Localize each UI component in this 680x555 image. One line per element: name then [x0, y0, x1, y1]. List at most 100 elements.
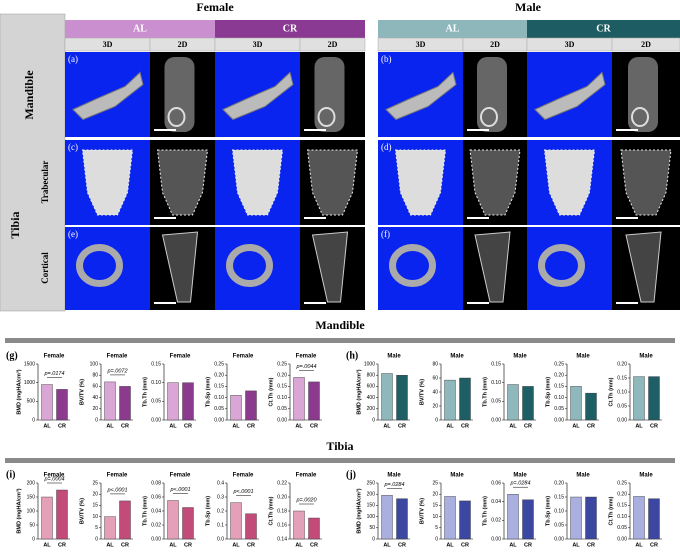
x-tick-label: CR — [461, 423, 469, 429]
y-axis-label: Ct.Th (mm) — [268, 377, 274, 406]
trabecular — [394, 149, 447, 216]
x-tick-label: CR — [398, 423, 406, 429]
y-tick-label: 0.15 — [554, 384, 564, 390]
y-tick-label: 0.00 — [151, 536, 161, 542]
y-tick-label: 0.02 — [151, 522, 161, 528]
x-tick-label: AL — [383, 423, 391, 429]
x-tick-label: AL — [446, 542, 454, 548]
y-tick-label: 0.14 — [277, 536, 287, 542]
y-tick-label: 0.4 — [217, 480, 224, 486]
y-tick-label: 0.25 — [214, 361, 224, 367]
chart-title: Female — [107, 354, 128, 360]
panel-label: (f) — [381, 229, 390, 239]
scale-bar — [304, 302, 326, 304]
y-tick-label: 0.05 — [554, 406, 564, 412]
y-tick-label: 0.15 — [554, 494, 564, 500]
y-tick-label: 0.15 — [151, 361, 161, 367]
y-tick-label: 60 — [92, 384, 98, 390]
y-tick-label: 0.00 — [491, 536, 501, 542]
x-tick-label: CR — [461, 542, 469, 548]
row-label: Tibia — [8, 211, 22, 238]
bar — [459, 500, 471, 540]
y-tick-label: 40 — [92, 395, 98, 401]
x-tick-label: AL — [232, 542, 240, 548]
x-tick-label: AL — [635, 423, 643, 429]
y-tick-label: 0.15 — [617, 503, 627, 509]
bar — [522, 499, 534, 540]
y-tick-label: 0.0 — [217, 536, 224, 542]
group-header: CR — [596, 23, 611, 34]
y-tick-label: 0.05 — [617, 525, 627, 531]
x-tick-label: CR — [184, 423, 192, 429]
bar — [182, 382, 194, 421]
bar — [182, 507, 194, 540]
trabecular — [231, 149, 284, 216]
y-tick-label: 20 — [92, 492, 98, 498]
y-tick-label: 100 — [90, 361, 99, 367]
x-tick-label: AL — [169, 423, 177, 429]
group-header-bg — [378, 20, 527, 38]
bar — [507, 494, 519, 540]
x-tick-label: CR — [184, 542, 192, 548]
y-tick-label: 0.20 — [617, 361, 627, 367]
group-header-bg — [215, 20, 365, 38]
y-tick-label: 1500 — [24, 361, 35, 367]
sex-header: Female — [196, 0, 234, 14]
root — [317, 107, 336, 127]
y-tick-label: 0.10 — [491, 380, 501, 386]
x-tick-label: CR — [58, 423, 66, 429]
bar — [396, 498, 408, 540]
group-header: AL — [133, 23, 147, 34]
panel-label: (a) — [68, 54, 78, 64]
chart-title: Male — [387, 473, 401, 479]
cortical-ring — [389, 244, 436, 287]
x-tick-label: AL — [572, 423, 580, 429]
y-tick-label: 50 — [369, 525, 375, 531]
sex-header: Male — [515, 0, 542, 14]
y-tick-label: 0.20 — [554, 480, 564, 486]
bone-3d — [385, 71, 457, 121]
x-tick-label: AL — [106, 423, 114, 429]
row-label: Cortical — [40, 252, 50, 284]
y-tick-label: 500 — [27, 399, 36, 405]
bar — [293, 510, 305, 540]
cortical-2d — [625, 231, 662, 303]
scale-bar — [467, 217, 489, 219]
y-tick-label: 0.15 — [617, 375, 627, 381]
root — [480, 107, 498, 127]
y-tick-label: 0.10 — [214, 395, 224, 401]
x-tick-label: AL — [295, 542, 303, 548]
bar — [104, 516, 116, 540]
bar — [633, 496, 645, 540]
scale-bar — [154, 129, 176, 131]
y-tick-label: 0.2 — [217, 508, 224, 514]
cortical-2d — [161, 231, 199, 303]
y-tick-label: 25 — [432, 480, 438, 486]
x-tick-label: CR — [587, 423, 595, 429]
y-tick-label: 0.10 — [151, 380, 161, 386]
x-tick-label: CR — [398, 542, 406, 548]
x-tick-label: CR — [524, 542, 532, 548]
y-tick-label: 0.10 — [277, 395, 287, 401]
p-value: p<.0001 — [106, 487, 127, 493]
panel-label: (c) — [68, 142, 78, 152]
chart-title: Male — [513, 354, 527, 360]
chart-title: Male — [576, 354, 590, 360]
chart-panel-label: (i) — [6, 469, 15, 480]
p-value: p=.0020 — [295, 497, 317, 503]
trabecular — [543, 149, 596, 216]
y-tick-label: 0.00 — [554, 536, 564, 542]
y-tick-label: 0.00 — [491, 417, 501, 423]
y-axis-label: BMD (mgHA/cm³) — [15, 369, 22, 414]
bar — [459, 377, 471, 421]
x-tick-label: CR — [247, 542, 255, 548]
bar — [308, 517, 320, 540]
bar — [522, 386, 534, 421]
y-axis-label: BMD (mgHA/cm³) — [355, 488, 362, 533]
y-tick-label: 25 — [92, 480, 98, 486]
chart-panel-label: (h) — [346, 350, 358, 361]
bone-2d — [164, 57, 195, 132]
y-tick-label: 0.1 — [217, 522, 224, 528]
y-tick-label: 15 — [432, 503, 438, 509]
